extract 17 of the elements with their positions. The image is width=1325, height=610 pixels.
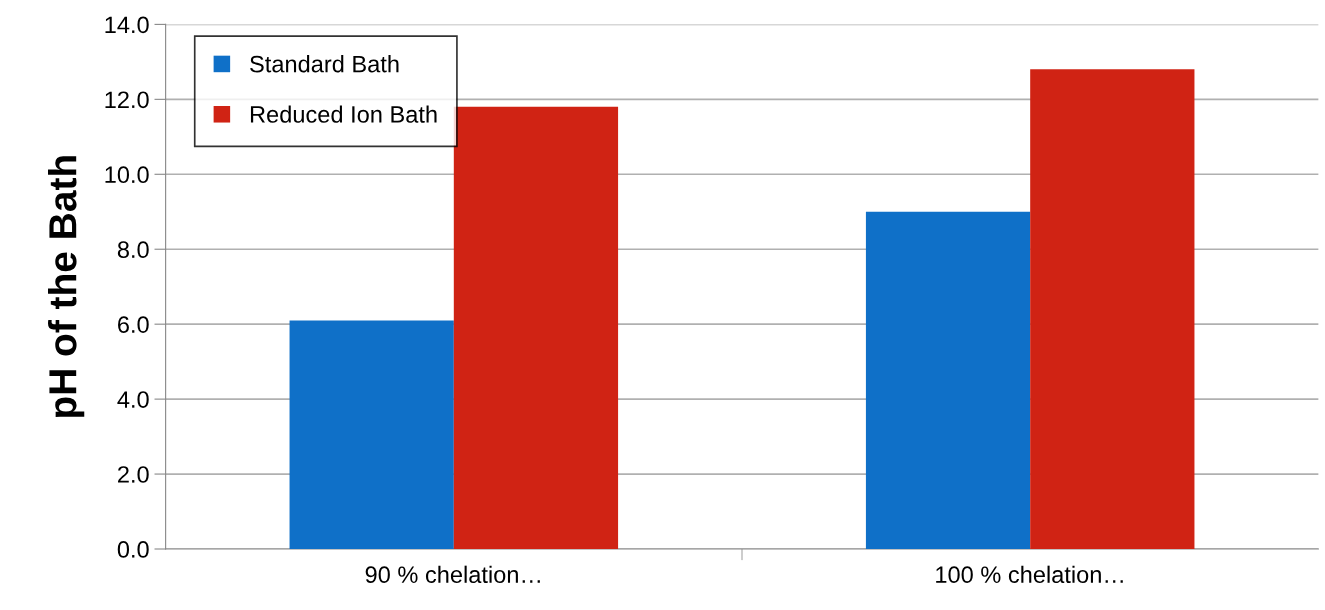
bar (1030, 69, 1195, 549)
bar (865, 211, 1031, 549)
y-tick-label: 10.0 (105, 166, 149, 184)
y-tick-label: 6.0 (118, 316, 149, 333)
y-tick-label: 8.0 (117, 241, 149, 259)
bar (453, 106, 619, 549)
y-tick-label: 2.0 (118, 466, 149, 483)
y-tick-label: 12.0 (105, 91, 149, 109)
y-tick-label: 4.0 (117, 391, 149, 408)
x-tick-label: 90 % chelation… (365, 565, 540, 584)
y-axis-title: pH of the Bath (48, 156, 85, 417)
legend-label: Reduced Ion Bath (250, 105, 437, 123)
x-tick-label: 100 % chelation… (936, 565, 1123, 584)
legend-label: Standard Bath (250, 55, 399, 73)
bar (289, 320, 454, 549)
y-tick-label: 0.0 (117, 541, 149, 558)
y-tick-label: 14.0 (105, 16, 149, 34)
